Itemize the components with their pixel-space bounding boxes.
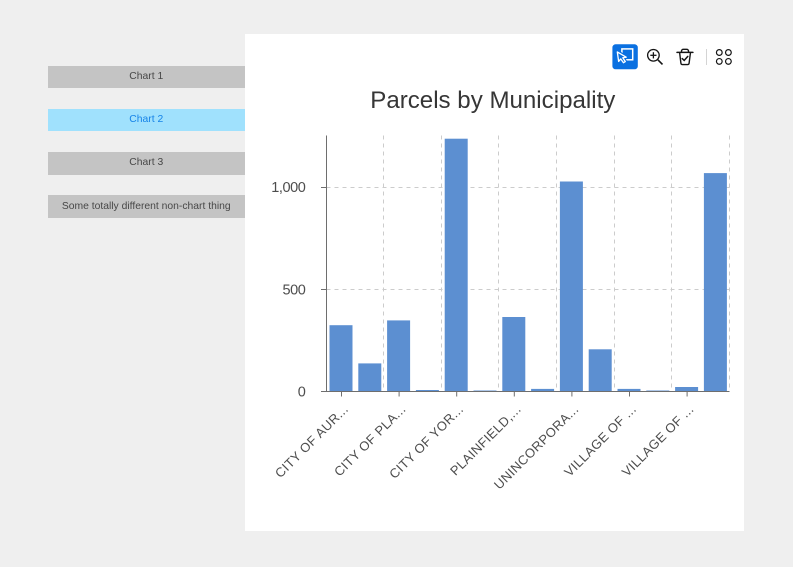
svg-text:Parcels by Municipality: Parcels by Municipality: [370, 87, 615, 114]
svg-text:500: 500: [282, 282, 305, 298]
svg-text:1,000: 1,000: [271, 180, 306, 196]
svg-text:0: 0: [298, 385, 306, 401]
